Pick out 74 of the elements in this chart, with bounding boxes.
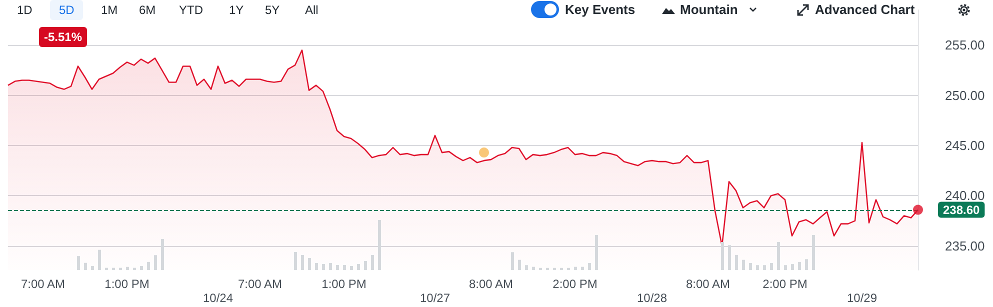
y-tick-label: 250.00 xyxy=(945,88,985,103)
text: 10/24 xyxy=(202,291,234,305)
bar xyxy=(532,266,534,270)
x-tick-label: 2:00 PM xyxy=(552,277,598,291)
bar xyxy=(804,259,808,270)
ref-line-label: 238.60 xyxy=(943,202,980,217)
bar xyxy=(742,260,744,270)
bar xyxy=(762,265,766,270)
bar xyxy=(90,266,94,270)
bar xyxy=(728,245,730,270)
bar xyxy=(580,266,584,270)
x-tick-label: 7:00 AM xyxy=(238,277,282,291)
y-tick-label: 240.00 xyxy=(945,188,985,204)
x-tick-label: 1:00 PM xyxy=(104,277,150,291)
bar xyxy=(126,266,128,270)
bar xyxy=(790,264,794,270)
bar xyxy=(518,260,520,270)
annotation: All xyxy=(304,2,320,19)
bar xyxy=(370,255,374,270)
text: 10/28 xyxy=(636,291,668,305)
annotation: 1M xyxy=(100,2,119,19)
bar xyxy=(524,265,528,270)
y-tick-label: 235.00 xyxy=(945,238,985,254)
annotation: 5D xyxy=(50,0,84,20)
bar xyxy=(356,264,360,270)
bar xyxy=(770,263,772,270)
bar xyxy=(776,242,780,270)
x-tick-label: 2:00 PM xyxy=(762,277,808,291)
bar xyxy=(328,263,332,270)
x-tick-label: 8:00 AM xyxy=(468,277,514,291)
annotation: Mountain xyxy=(680,1,738,19)
text: 10/29 xyxy=(846,291,878,305)
bar xyxy=(720,242,724,270)
bar xyxy=(294,252,296,270)
bar xyxy=(98,250,100,270)
bar xyxy=(574,266,576,270)
annotation: Key Events xyxy=(565,1,636,19)
y-tick-label: 245.00 xyxy=(945,138,985,154)
bar xyxy=(336,265,338,270)
bar xyxy=(314,263,318,270)
bar xyxy=(146,262,150,270)
bar xyxy=(154,255,156,270)
text: 10/27 xyxy=(420,291,450,305)
bar xyxy=(308,258,310,270)
bar xyxy=(798,262,800,270)
bar xyxy=(812,235,814,270)
x-tick-label: 8:00 AM xyxy=(686,277,730,291)
bar xyxy=(378,220,380,270)
bar xyxy=(84,262,86,270)
bar xyxy=(76,256,80,270)
annotation: 1Y xyxy=(228,2,245,19)
annotation: YTD xyxy=(178,2,204,19)
annotation: 1D xyxy=(16,2,34,19)
annotation: 5Y xyxy=(264,2,281,19)
annotation: 6M xyxy=(138,2,157,19)
bar xyxy=(734,254,738,270)
bar xyxy=(756,265,758,270)
y-tick-label: 255.00 xyxy=(945,38,985,53)
bar xyxy=(594,235,598,270)
bar xyxy=(588,263,590,270)
bar xyxy=(342,265,346,270)
bar xyxy=(350,266,352,270)
x-tick-label: 1:00 PM xyxy=(322,277,366,291)
bar xyxy=(160,239,164,270)
bar xyxy=(748,263,752,270)
bar xyxy=(364,261,366,270)
bar xyxy=(322,264,324,270)
annotation: -5.51% xyxy=(39,27,88,47)
annotation: Advanced Chart xyxy=(815,1,915,19)
bar xyxy=(784,265,786,270)
bar xyxy=(300,255,304,270)
bar xyxy=(510,252,514,270)
x-tick-label: 7:00 AM xyxy=(20,277,66,291)
bar xyxy=(140,266,142,270)
